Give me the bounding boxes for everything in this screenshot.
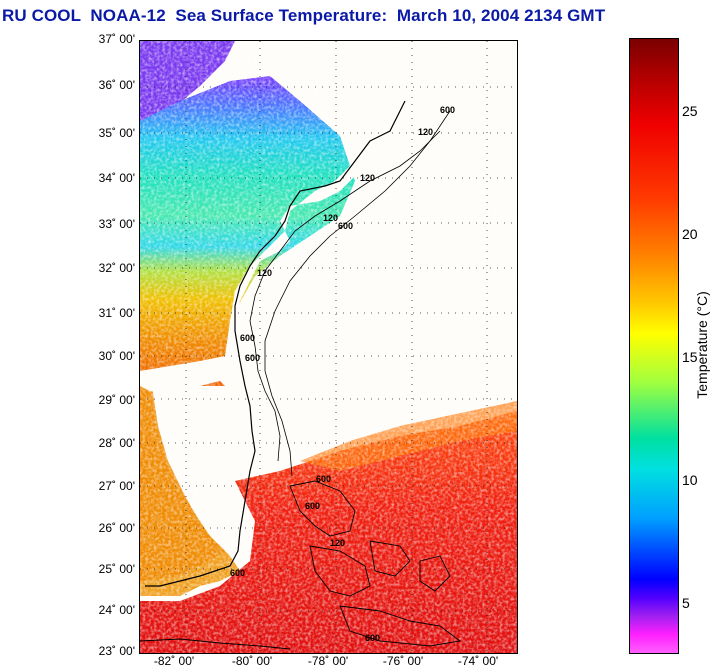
map-title: RU COOL NOAA-12 Sea Surface Temperature:… — [2, 6, 606, 25]
lat-label: 24˚ 00' — [98, 603, 135, 617]
isobath-label: 120 — [360, 173, 375, 183]
lat-label: 36˚ 00' — [98, 78, 135, 92]
sst-map-graphic: 600 120 120 600 120 120 600 600 600 600 … — [140, 41, 517, 653]
lat-label: 37˚ 00' — [98, 32, 135, 46]
isobath-label: 600 — [240, 333, 255, 343]
lon-label: -74˚ 00' — [457, 654, 499, 668]
lat-label: 35˚ 00' — [98, 126, 135, 140]
lat-label: 27˚ 00' — [98, 479, 135, 493]
lat-label: 31˚ 00' — [98, 306, 135, 320]
colorbar-tick: 10 — [682, 472, 698, 488]
lon-label: -80˚ 00' — [231, 654, 273, 668]
cuba-coast — [140, 638, 291, 650]
lat-label: 23˚ 00' — [98, 644, 135, 658]
isobath-label: 600 — [365, 633, 380, 643]
lat-label: 25˚ 00' — [98, 562, 135, 576]
colorbar-tick: 20 — [682, 226, 698, 242]
isobath-label: 600 — [305, 501, 320, 511]
lon-label: -82˚ 00' — [153, 654, 195, 668]
lat-label: 28˚ 00' — [98, 436, 135, 450]
lat-label: 34˚ 00' — [98, 171, 135, 185]
isobath-label: 600 — [440, 105, 455, 115]
lon-label: -78˚ 00' — [307, 654, 349, 668]
lat-label: 32˚ 00' — [98, 261, 135, 275]
colorbar-label: Temperature (°C) — [694, 291, 710, 399]
isobath-600 — [264, 110, 451, 477]
temperature-colorbar — [629, 38, 679, 654]
lat-label: 26˚ 00' — [98, 521, 135, 535]
lat-label: 29˚ 00' — [98, 393, 135, 407]
colorbar-tick: 25 — [682, 103, 698, 119]
land-mass — [140, 41, 517, 471]
lat-label: 30˚ 00' — [98, 349, 135, 363]
isobath-label: 120 — [323, 213, 338, 223]
isobath-label: 120 — [257, 268, 272, 278]
isobath-120 — [249, 130, 441, 462]
isobath-label: 600 — [245, 353, 260, 363]
coastline — [145, 100, 406, 587]
colorbar-tick: 5 — [682, 595, 690, 611]
lat-label: 33˚ 00' — [98, 217, 135, 231]
lon-label: -76˚ 00' — [382, 654, 424, 668]
isobath-label: 120 — [330, 538, 345, 548]
isobath-label: 120 — [418, 127, 433, 137]
colorbar-tick: 15 — [682, 349, 698, 365]
isobath-label: 600 — [316, 474, 331, 484]
bahamas-outline — [289, 480, 462, 647]
sst-map: 600 120 120 600 120 120 600 600 600 600 … — [139, 40, 518, 654]
isobath-label: 600 — [338, 221, 353, 231]
isobath-label: 600 — [230, 568, 245, 578]
